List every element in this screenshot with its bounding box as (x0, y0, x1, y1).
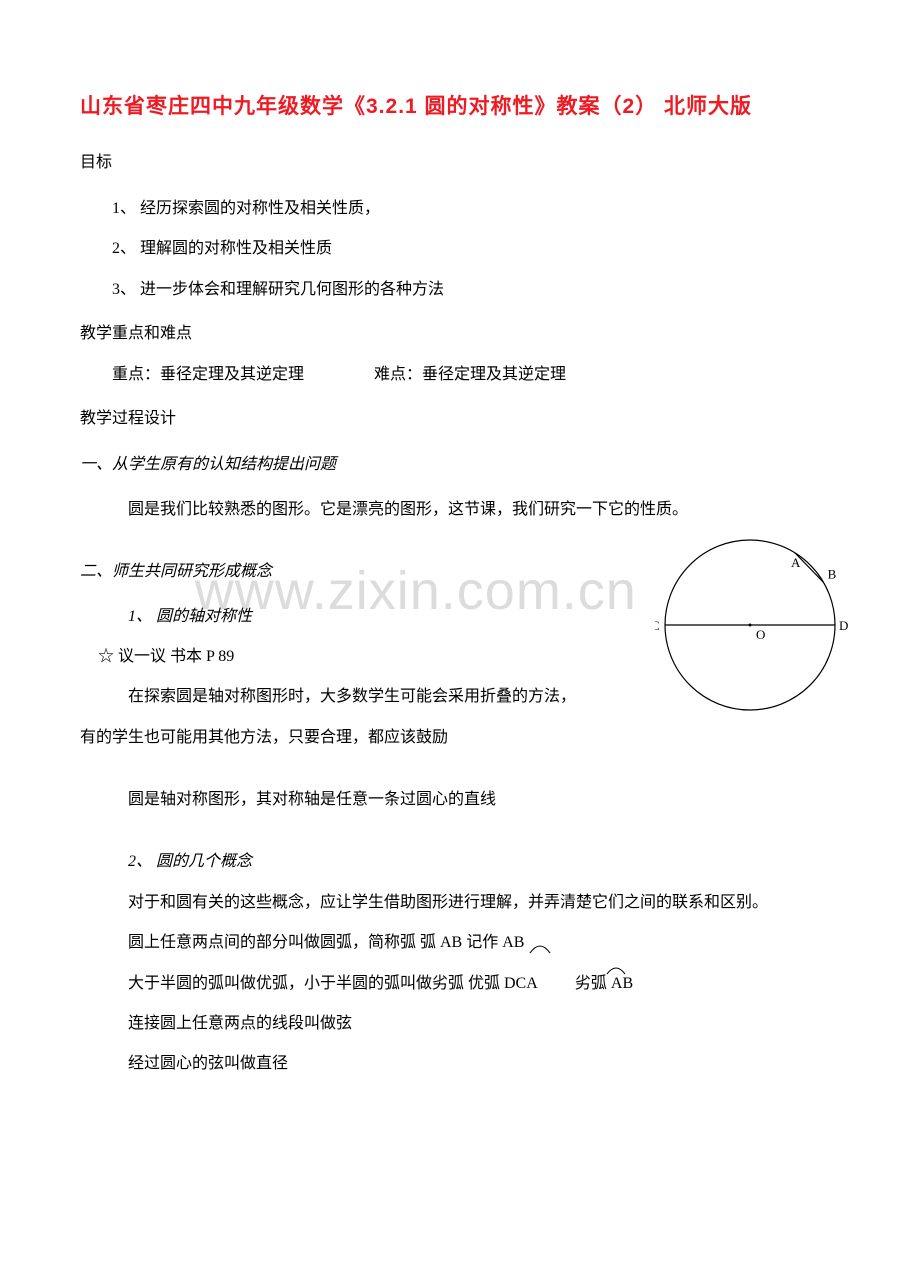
concepts-intro: 对于和圆有关的这些概念，应让学生借助图形进行理解，并弄清楚它们之间的联系和区别。 (80, 884, 840, 922)
keypoint-hard: 难点：垂径定理及其逆定理 (374, 356, 566, 394)
axial-body-2: 有的学生也可能用其他方法，只要合理，都应该鼓励 (80, 719, 610, 757)
arc-line-text: 圆上任意两点间的部分叫做圆弧，简称弧 弧 AB 记作 AB (128, 934, 524, 951)
svg-text:B: B (828, 567, 837, 582)
svg-text:C: C (655, 618, 660, 633)
goal-item: 3、 进一步体会和理解研究几何图形的各种方法 (80, 271, 840, 309)
arc-symbol-icon (605, 951, 627, 989)
svg-text:D: D (839, 618, 848, 633)
doc-title: 山东省枣庄四中九年级数学《3.2.1 圆的对称性》教案（2） 北师大版 (80, 90, 840, 120)
arc-symbol-icon (528, 928, 552, 966)
diameter-definition: 经过圆心的弦叫做直径 (80, 1045, 840, 1083)
circle-diagram: A B C D O (655, 530, 855, 725)
svg-text:A: A (791, 555, 801, 570)
section1-body: 圆是我们比较熟悉的图形。它是漂亮的图形，这节课，我们研究一下它的性质。 (80, 491, 840, 529)
major-minor-arc: 大于半圆的弧叫做优弧，小于半圆的弧叫做劣弧 优弧 DCA 劣弧 AB (80, 965, 840, 1003)
chord-definition: 连接圆上任意两点的线段叫做弦 (80, 1005, 840, 1043)
keypoint-main: 重点：垂径定理及其逆定理 (112, 356, 304, 394)
goal-item: 1、 经历探索圆的对称性及相关性质， (80, 190, 840, 228)
keypoints-label: 教学重点和难点 (80, 315, 840, 353)
section1-heading: 一、从学生原有的认知结构提出问题 (80, 446, 840, 484)
keypoints-row: 重点：垂径定理及其逆定理 难点：垂径定理及其逆定理 (80, 356, 840, 394)
axial-body-1: 在探索圆是轴对称图形时，大多数学生可能会采用折叠的方法， (80, 678, 610, 716)
goal-item: 2、 理解圆的对称性及相关性质 (80, 230, 840, 268)
axial-conclusion: 圆是轴对称图形，其对称轴是任意一条过圆心的直线 (80, 781, 840, 819)
svg-text:O: O (756, 627, 765, 642)
goals-label: 目标 (80, 148, 840, 172)
arc-definition: 圆上任意两点间的部分叫做圆弧，简称弧 弧 AB 记作 AB (80, 924, 840, 962)
major-minor-pre: 大于半圆的弧叫做优弧，小于半圆的弧叫做劣弧 优弧 DCA (128, 975, 537, 992)
sub2-heading: 2、 圆的几个概念 (80, 843, 840, 881)
process-label: 教学过程设计 (80, 400, 840, 438)
